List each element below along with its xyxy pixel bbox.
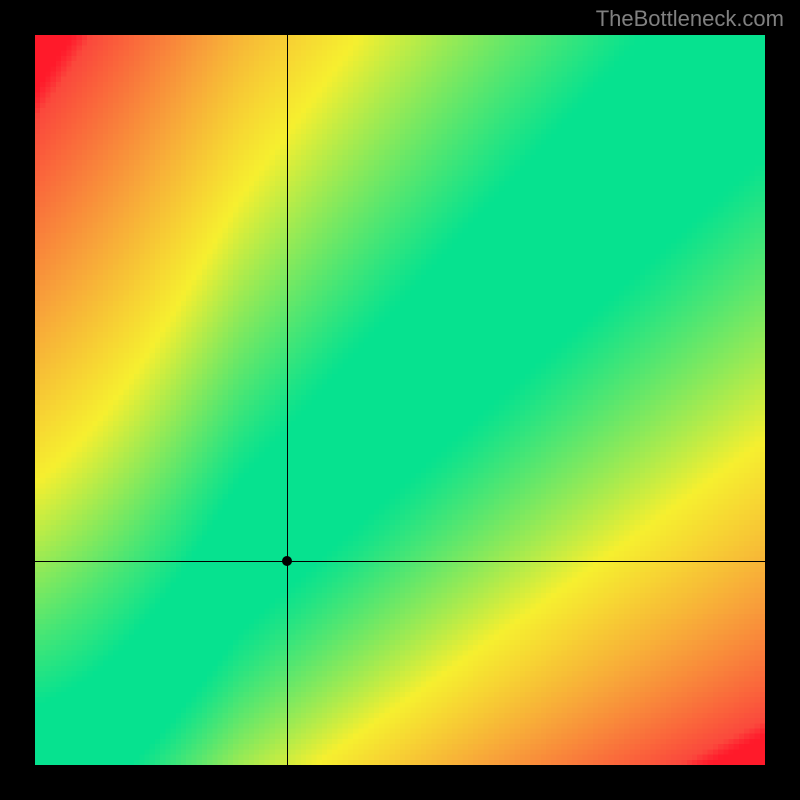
marker-dot <box>282 556 292 566</box>
plot-area <box>35 35 765 765</box>
crosshair-vertical <box>287 35 288 765</box>
crosshair-horizontal <box>35 561 765 562</box>
heatmap-canvas <box>35 35 765 765</box>
watermark-text: TheBottleneck.com <box>596 6 784 32</box>
